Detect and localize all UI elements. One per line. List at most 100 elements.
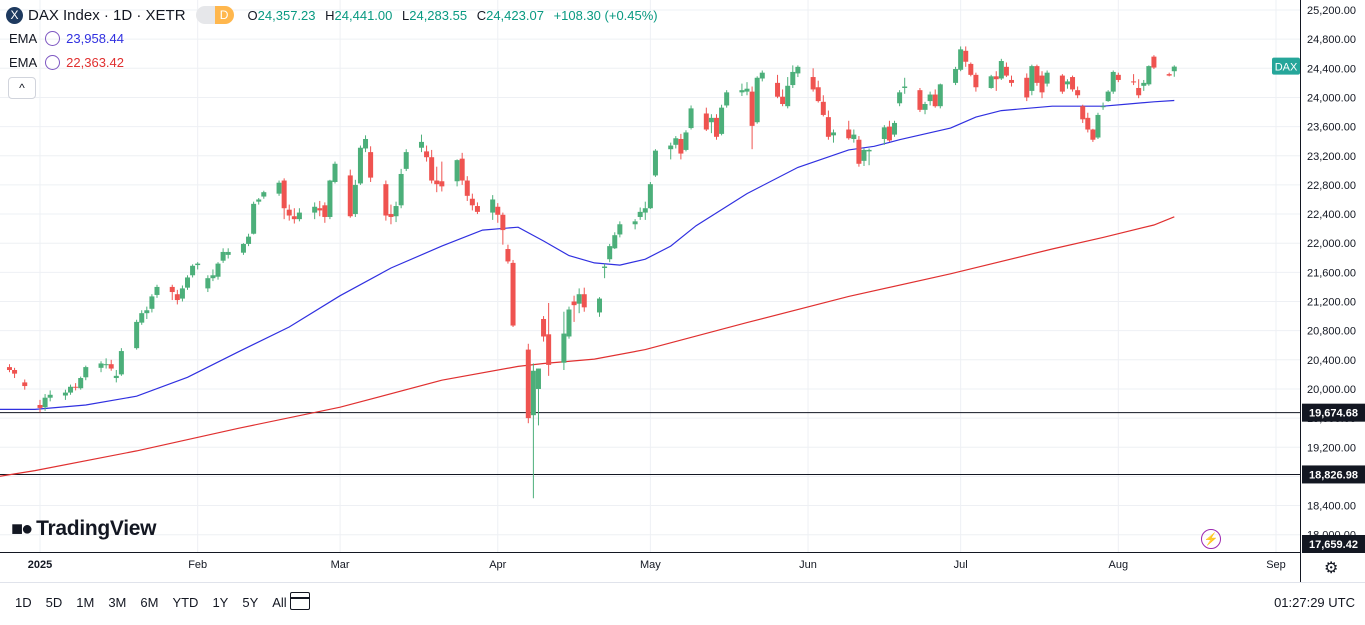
candle-up[interactable]	[754, 77, 760, 123]
candle-down[interactable]	[495, 206, 501, 215]
candle-down[interactable]	[281, 180, 287, 209]
candle-up[interactable]	[1064, 81, 1070, 85]
candle-down[interactable]	[1009, 79, 1015, 83]
candle-down[interactable]	[546, 334, 552, 365]
candle-up[interactable]	[205, 278, 211, 289]
candle-down[interactable]	[383, 184, 389, 216]
candle-down[interactable]	[439, 181, 445, 187]
candle-down[interactable]	[37, 404, 43, 408]
candle-up[interactable]	[403, 152, 409, 169]
collapse-legend-button[interactable]: ^	[8, 77, 36, 99]
candle-down[interactable]	[815, 87, 821, 102]
candle-down[interactable]	[459, 158, 465, 181]
range-1y-button[interactable]: 1Y	[212, 595, 229, 610]
candle-down[interactable]	[749, 91, 755, 126]
candle-up[interactable]	[897, 92, 903, 104]
candle-down[interactable]	[581, 294, 587, 308]
range-1m-button[interactable]: 1M	[76, 595, 95, 610]
candle-up[interactable]	[576, 294, 582, 304]
candle-up[interactable]	[68, 386, 74, 393]
candle-up[interactable]	[210, 275, 216, 279]
candle-up[interactable]	[617, 224, 623, 235]
candle-up[interactable]	[861, 149, 867, 161]
candle-up[interactable]	[1029, 66, 1035, 91]
candle-down[interactable]	[1003, 66, 1009, 76]
candle-up[interactable]	[220, 251, 226, 261]
candle-up[interactable]	[185, 277, 191, 288]
candle-down[interactable]	[368, 152, 374, 178]
candle-down[interactable]	[424, 151, 430, 158]
candle-down[interactable]	[174, 294, 180, 301]
candle-up[interactable]	[530, 370, 536, 416]
candle-down[interactable]	[703, 113, 709, 130]
candle-up[interactable]	[927, 94, 933, 102]
candle-down[interactable]	[886, 126, 892, 141]
candle-up[interactable]	[866, 149, 872, 152]
candle-down[interactable]	[525, 349, 531, 419]
candle-up[interactable]	[642, 208, 648, 213]
candle-up[interactable]	[892, 122, 898, 135]
candle-down[interactable]	[963, 50, 969, 62]
candle-down[interactable]	[434, 180, 440, 185]
candle-up[interactable]	[673, 138, 679, 145]
candle-down[interactable]	[6, 367, 12, 371]
candle-down[interactable]	[500, 214, 506, 231]
candle-up[interactable]	[490, 199, 496, 213]
candle-up[interactable]	[256, 199, 262, 202]
candle-down[interactable]	[1075, 90, 1081, 96]
range-all-button[interactable]: All	[272, 595, 287, 610]
candle-down[interactable]	[474, 206, 480, 212]
candle-up[interactable]	[759, 72, 765, 79]
candle-up[interactable]	[47, 394, 53, 398]
candle-up[interactable]	[246, 236, 252, 244]
candle-up[interactable]	[668, 145, 674, 150]
gear-icon[interactable]: ⚙	[1324, 560, 1339, 577]
candle-down[interactable]	[388, 214, 394, 217]
range-1d-button[interactable]: 1D	[15, 595, 32, 610]
candle-up[interactable]	[597, 298, 603, 313]
candle-up[interactable]	[739, 90, 745, 93]
candle-down[interactable]	[1039, 75, 1045, 93]
candle-up[interactable]	[719, 107, 725, 134]
candle-up[interactable]	[632, 221, 638, 225]
candle-up[interactable]	[1141, 82, 1147, 86]
candle-down[interactable]	[780, 96, 786, 105]
candle-up[interactable]	[103, 364, 109, 366]
candle-up[interactable]	[566, 309, 572, 337]
settings-icon[interactable]	[45, 54, 61, 70]
candle-up[interactable]	[724, 92, 730, 106]
candle-up[interactable]	[652, 150, 658, 176]
candle-up[interactable]	[785, 85, 791, 107]
candle-down[interactable]	[291, 216, 297, 220]
candle-down[interactable]	[541, 318, 547, 337]
candle-up[interactable]	[357, 147, 363, 184]
candle-up[interactable]	[179, 288, 185, 299]
candle-up[interactable]	[1105, 91, 1111, 102]
candle-down[interactable]	[12, 370, 18, 374]
candle-down[interactable]	[1024, 77, 1030, 98]
candle-up[interactable]	[418, 141, 424, 148]
candle-up[interactable]	[154, 286, 160, 295]
candle-up[interactable]	[144, 310, 150, 314]
candle-down[interactable]	[968, 63, 974, 75]
candle-up[interactable]	[225, 251, 231, 255]
range-3m-button[interactable]: 3M	[108, 595, 127, 610]
candle-up[interactable]	[312, 206, 318, 213]
lightning-icon[interactable]: ⚡	[1201, 529, 1221, 549]
last-price-badge[interactable]	[1272, 57, 1300, 75]
candle-down[interactable]	[347, 175, 353, 217]
candle-up[interactable]	[851, 134, 857, 139]
candle-down[interactable]	[1085, 117, 1091, 130]
candle-up[interactable]	[708, 117, 714, 123]
range-5y-button[interactable]: 5Y	[242, 595, 259, 610]
candle-up[interactable]	[139, 313, 145, 323]
candle-down[interactable]	[464, 180, 470, 196]
candle-down[interactable]	[1090, 129, 1096, 140]
candle-up[interactable]	[830, 132, 836, 136]
candle-up[interactable]	[118, 351, 124, 375]
candle-up[interactable]	[988, 76, 994, 88]
candle-up[interactable]	[363, 138, 369, 149]
candle-up[interactable]	[602, 266, 608, 268]
candle-down[interactable]	[73, 386, 79, 388]
candle-up[interactable]	[744, 88, 750, 92]
